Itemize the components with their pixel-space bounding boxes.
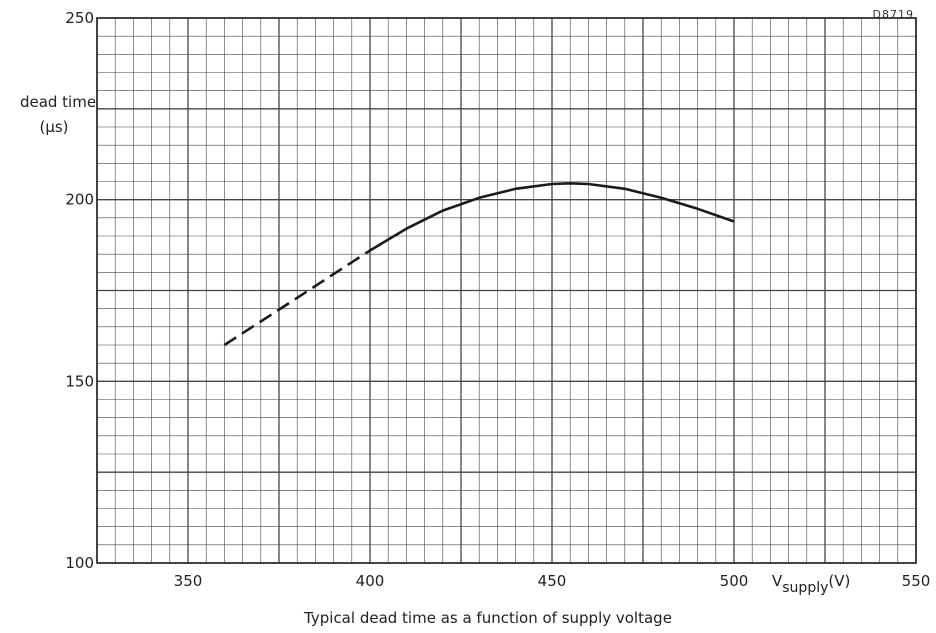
grid-major [96,17,917,564]
x-axis-label-sub: supply [782,580,828,596]
y-tick-label: 100 [65,554,94,572]
x-axis-label-main: V [772,572,783,590]
y-tick-label: 150 [65,372,94,390]
x-tick-label: 450 [538,572,567,590]
x-tick-labels: 350 400 450 500 550 [174,572,931,590]
series-line-dashed [223,249,371,347]
y-tick-label: 250 [65,9,94,27]
y-axis-label-line1: dead time [20,93,96,111]
x-axis-label-unit: (V) [828,572,850,590]
x-tick-label: 350 [174,572,203,590]
y-tick-labels: 100 150 200 250 [65,9,94,572]
y-tick-label: 200 [65,191,94,209]
x-axis-label: Vsupply(V) [772,572,850,596]
y-axis-label-line2: (μs) [39,118,68,136]
plot-frame [96,17,917,564]
series-layer [223,182,735,347]
drawing-code: D8719 [873,8,914,21]
x-tick-label: 500 [720,572,749,590]
x-tick-label: 550 [902,572,931,590]
series-line-solid [369,182,735,252]
x-tick-label: 400 [356,572,385,590]
chart-caption: Typical dead time as a function of suppl… [303,609,672,627]
